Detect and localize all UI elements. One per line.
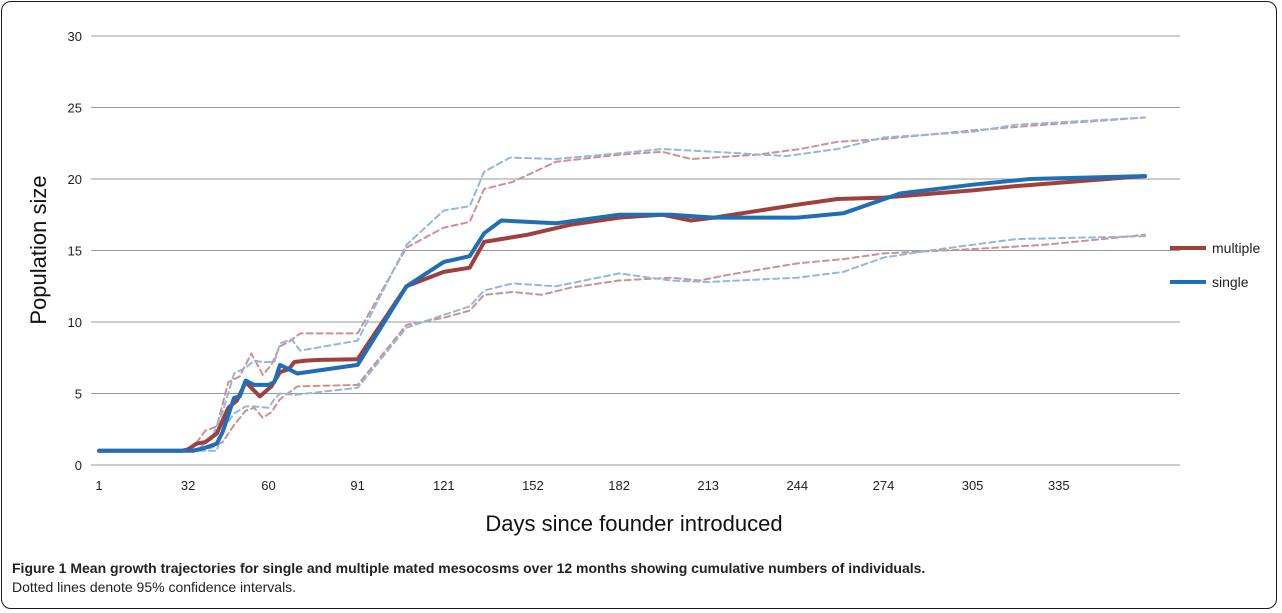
x-tick-label: 1 xyxy=(95,478,102,493)
confidence-interval-line xyxy=(98,116,1146,452)
caption-label: Figure 1 xyxy=(12,560,67,576)
x-tick-label: 32 xyxy=(181,478,195,493)
y-tick-labels: 0 5 10 15 20 25 30 xyxy=(68,29,82,473)
legend: multiple single xyxy=(1170,240,1260,290)
y-tick-label: 25 xyxy=(68,101,82,116)
y-tick-label: 30 xyxy=(68,29,82,44)
y-tick-label: 0 xyxy=(75,458,82,473)
confidence-interval-line xyxy=(98,233,1146,452)
x-tick-label: 182 xyxy=(608,478,630,493)
x-tick-labels: 1 32 60 91 121 152 182 213 244 274 305 335 xyxy=(95,478,1069,493)
y-tick-label: 20 xyxy=(68,172,82,187)
caption-title: Mean growth trajectories for single and … xyxy=(70,560,926,576)
gridlines xyxy=(91,35,1180,394)
caption-note: Dotted lines denote 95% confidence inter… xyxy=(12,579,297,595)
x-tick-label: 335 xyxy=(1048,478,1070,493)
series-layer xyxy=(97,116,1147,453)
x-tick-label: 274 xyxy=(873,478,895,493)
confidence-interval-line xyxy=(98,116,1146,452)
x-axis-title: Days since founder introduced xyxy=(485,511,782,536)
y-axis-title: Population size xyxy=(26,175,51,324)
series-line-single xyxy=(97,174,1147,453)
y-tick-label: 10 xyxy=(68,315,82,330)
population-growth-chart: 0 5 10 15 20 25 30 1 32 60 91 121 152 182 213 244 274 30… xyxy=(26,29,1260,536)
confidence-interval-line xyxy=(98,235,1146,452)
x-tick-label: 121 xyxy=(433,478,455,493)
y-tick-label: 15 xyxy=(68,244,82,259)
x-tick-label: 91 xyxy=(350,478,364,493)
x-tick-label: 152 xyxy=(522,478,544,493)
legend-label-single: single xyxy=(1212,274,1249,290)
series-line-multiple xyxy=(97,174,1147,453)
x-tick-label: 305 xyxy=(962,478,984,493)
legend-label-multiple: multiple xyxy=(1212,240,1260,256)
y-tick-label: 5 xyxy=(75,387,82,402)
x-tick-label: 213 xyxy=(697,478,719,493)
x-tick-label: 244 xyxy=(786,478,808,493)
figure-caption: Figure 1 Mean growth trajectories for si… xyxy=(12,559,1274,597)
x-tick-label: 60 xyxy=(261,478,275,493)
